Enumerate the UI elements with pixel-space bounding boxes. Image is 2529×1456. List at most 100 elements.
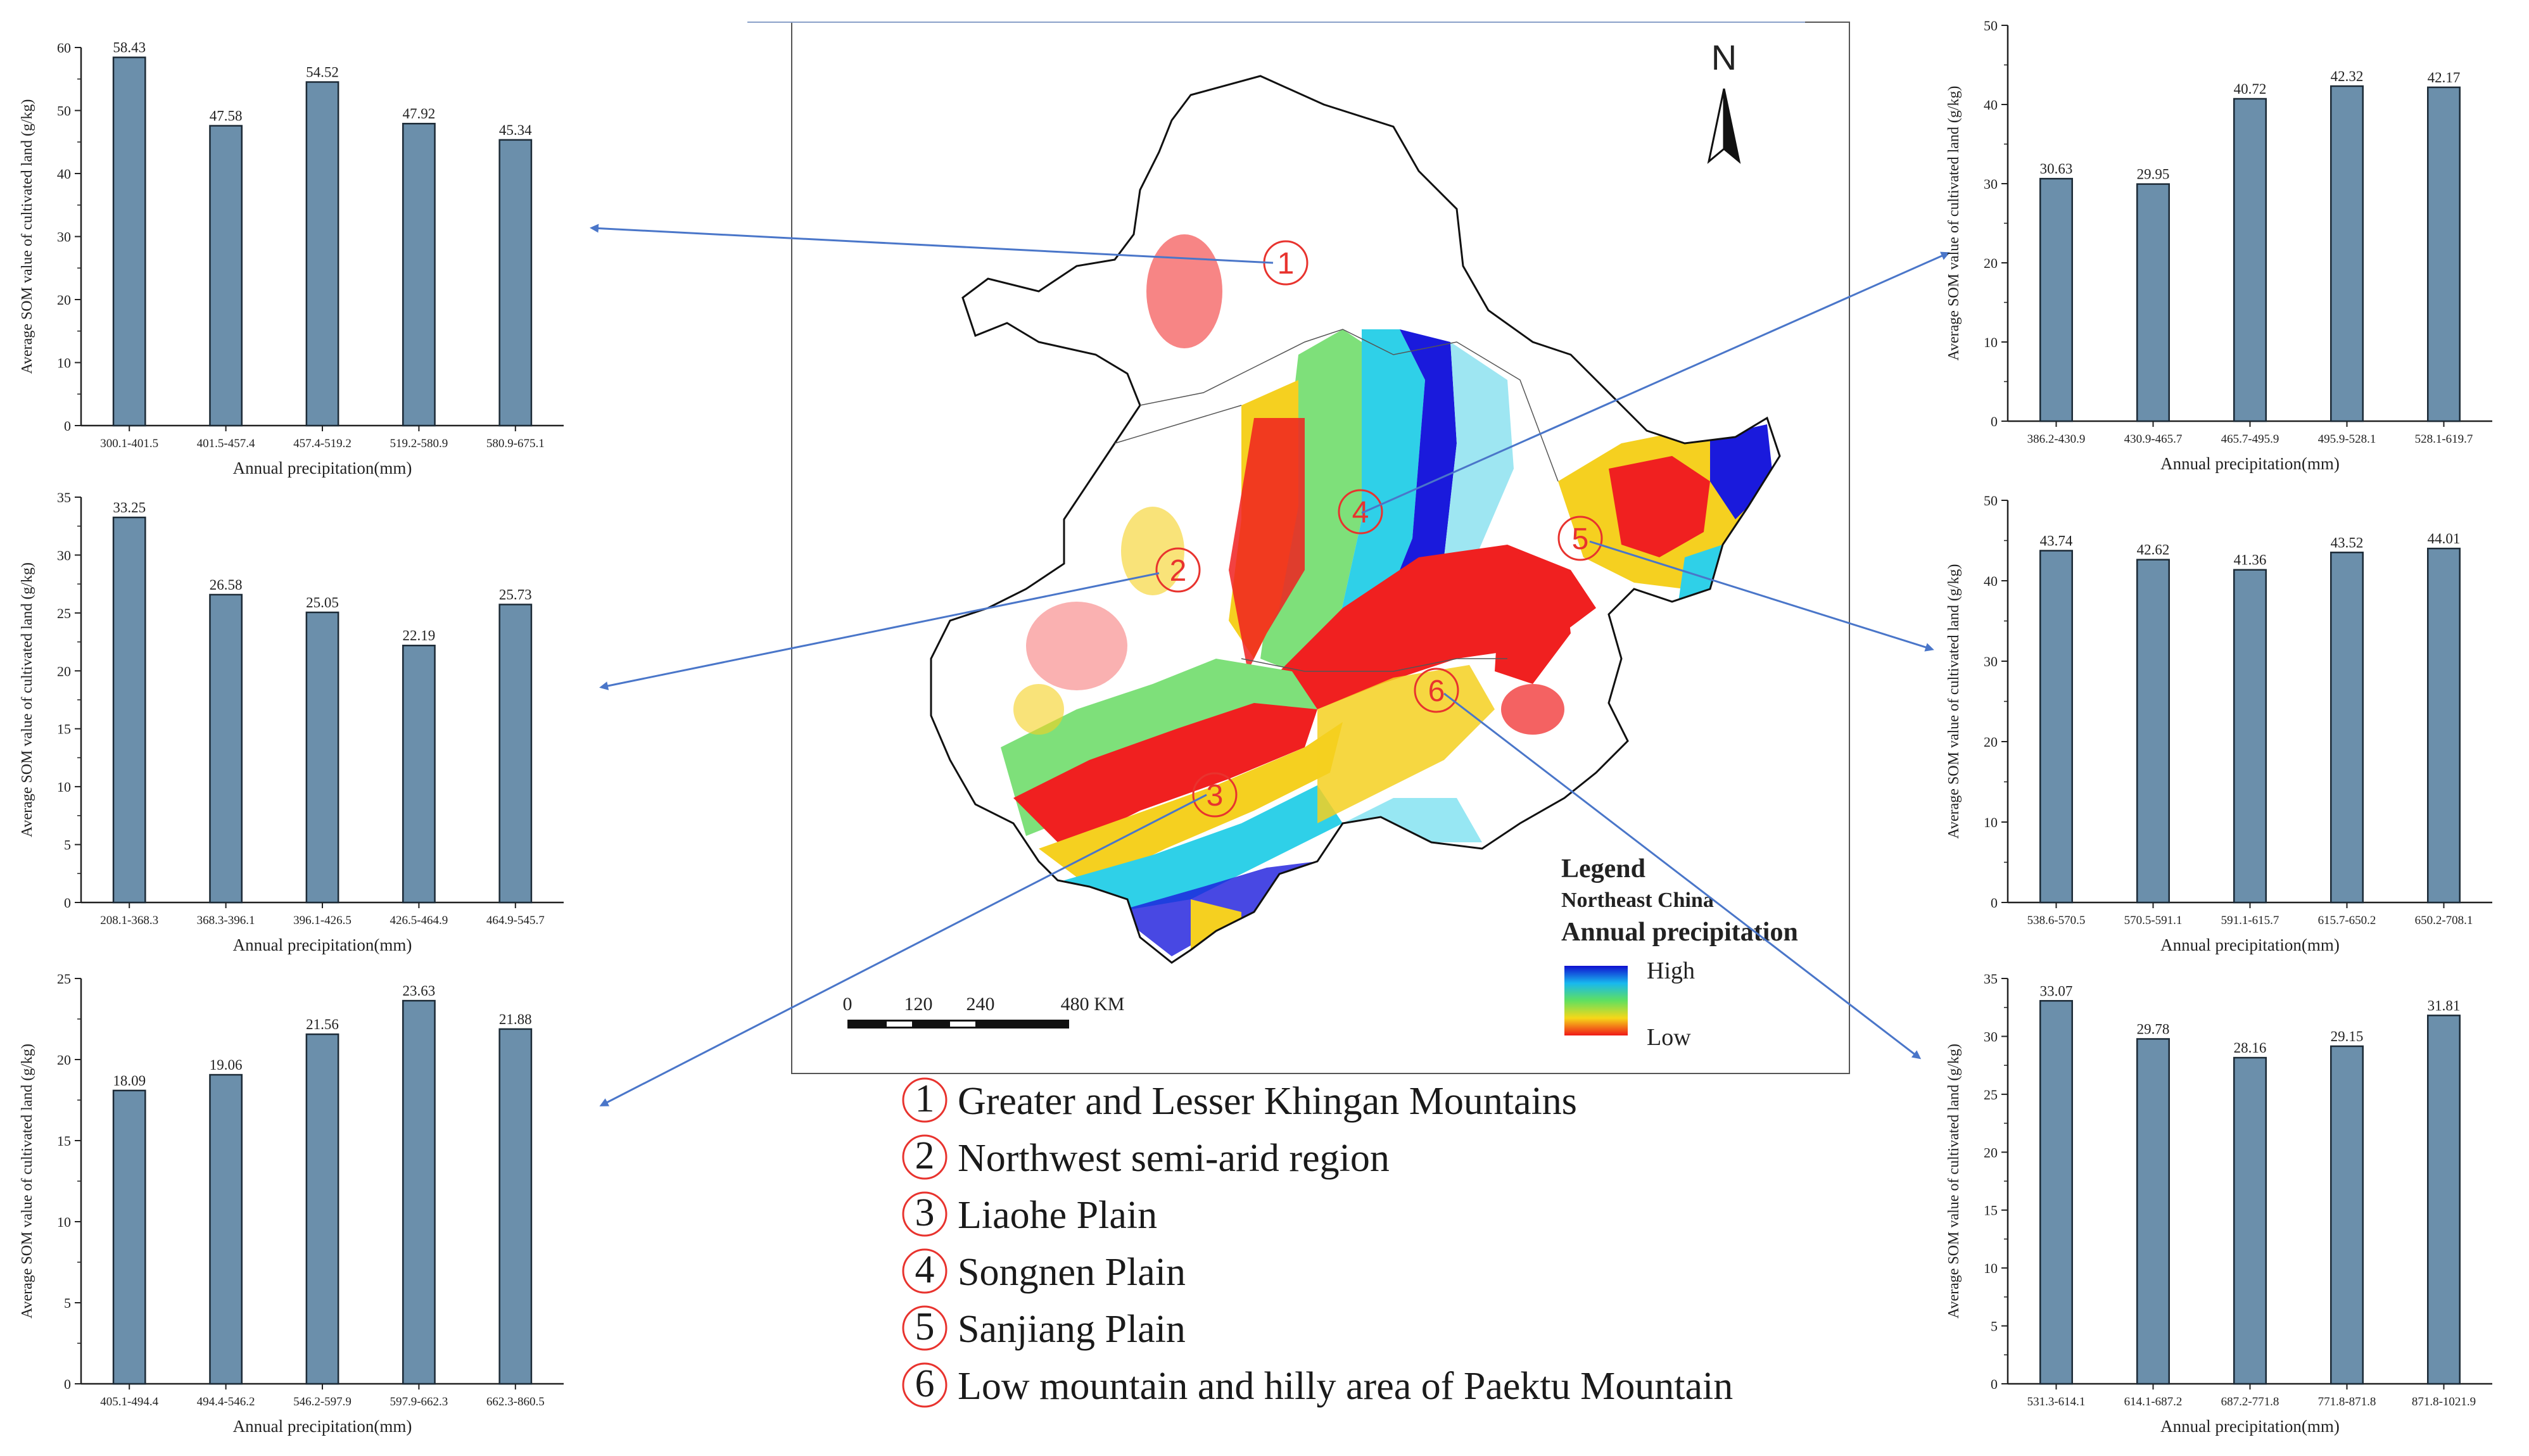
y-tick-label: 50: [1984, 18, 1998, 34]
x-axis-title: Annual precipitation(mm): [233, 459, 412, 478]
x-category-label: 687.2-771.8: [2221, 1395, 2279, 1409]
bar: [209, 593, 243, 904]
x-category-label: 531.3-614.1: [2027, 1395, 2086, 1409]
x-axis-title: Annual precipitation(mm): [233, 935, 412, 954]
y-tick-label: 10: [57, 779, 71, 795]
y-axis-title: Average SOM value of cultivated land (g/…: [1946, 85, 1962, 360]
region-name: Songnen Plain: [958, 1251, 1186, 1294]
map-marker-circle: [1155, 547, 1201, 593]
map-marker-label: 5: [1572, 522, 1589, 556]
bar-chart-region-1: 0 10 20 30 40 50 60 58.43 300.1-401.5 47.58 401.5-…: [19, 40, 564, 478]
y-tick-label: 10: [1984, 1260, 1998, 1276]
scale-tick-0: 0: [843, 994, 853, 1015]
bar-chart-region-6: 0 5 10 15 20 25 30 35 33.07 531.3-614.1 29.78 614.1…: [1946, 971, 2492, 1436]
bar-value-label: 29.15: [2331, 1029, 2364, 1044]
province-boundaries: [1114, 329, 1559, 672]
x-category-label: 405.1-494.4: [100, 1395, 158, 1409]
x-axis-title: Annual precipitation(mm): [2160, 935, 2340, 954]
bar-value-label: 33.25: [113, 500, 146, 516]
y-tick-label: 40: [57, 166, 71, 182]
x-axis-title: Annual precipitation(mm): [2160, 1417, 2340, 1436]
bar-chart-region-4: 0 10 20 30 40 50 30.63 386.2-430.9 29.95 430.9-46…: [1946, 18, 2492, 473]
x-category-label: 662.3-860.5: [486, 1395, 545, 1409]
bar-chart-region-5: 0 10 20 30 40 50 43.74 538.6-570.5 42.62 570.5-59…: [1946, 493, 2492, 954]
bar-value-label: 29.95: [2137, 167, 2170, 182]
bar-value-label: 21.88: [499, 1011, 532, 1027]
y-tick-label: 35: [57, 490, 71, 505]
bar-value-label: 58.43: [113, 40, 146, 56]
arrow-region-1: [590, 224, 1274, 264]
map-marker-3: 3: [1192, 772, 1238, 818]
bar-value-label: 44.01: [2428, 531, 2461, 547]
y-tick-label: 10: [1984, 814, 1998, 830]
bar: [112, 1089, 146, 1385]
y-tick-label: 30: [57, 547, 71, 563]
y-tick-label: 40: [1984, 573, 1998, 589]
bar-value-label: 41.36: [2234, 552, 2267, 568]
x-category-label: 580.9-675.1: [486, 437, 545, 450]
bar: [209, 1073, 243, 1385]
bar-chart-region-3: 0 5 10 15 20 25 18.09 405.1-494.4 19.06 494.4-546…: [19, 971, 564, 1436]
bar: [112, 516, 146, 904]
y-tick-label: 0: [1991, 895, 1998, 911]
map-marker-label: 4: [1352, 496, 1369, 529]
x-category-label: 614.1-687.2: [2124, 1395, 2183, 1409]
y-tick-label: 30: [1984, 654, 1998, 669]
scale-tick-480: 480 KM: [1061, 994, 1125, 1015]
bar: [2427, 1015, 2461, 1385]
region-name: Greater and Lesser Khingan Mountains: [958, 1080, 1577, 1123]
map-legend: Legend Northeast China Annual precipitat…: [1561, 854, 1798, 1051]
x-category-label: 546.2-597.9: [293, 1395, 352, 1409]
bar: [2427, 547, 2461, 904]
x-category-label: 426.5-464.9: [390, 914, 448, 927]
map-marker-label: 1: [1277, 247, 1295, 281]
bar: [2330, 85, 2364, 422]
x-category-label: 430.9-465.7: [2124, 433, 2183, 446]
bar-value-label: 25.73: [499, 587, 532, 603]
region-list-item: 1 Greater and Lesser Khingan Mountains: [902, 1077, 1577, 1123]
bar: [402, 999, 436, 1385]
bar-value-label: 21.56: [306, 1016, 339, 1032]
arrow-region-4: [1361, 251, 1950, 514]
bar: [2136, 1038, 2170, 1385]
map-marker-2: 2: [1155, 547, 1201, 593]
bar: [2233, 569, 2267, 904]
y-tick-label: 50: [1984, 493, 1998, 509]
bar: [2330, 1045, 2364, 1385]
scale-tick-240: 240: [967, 994, 995, 1015]
x-category-label: 871.8-1021.9: [2412, 1395, 2476, 1409]
region-number-circle: [902, 1362, 948, 1408]
bar: [2039, 177, 2073, 422]
legend-high: High: [1647, 958, 1695, 984]
x-category-label: 494.4-546.2: [197, 1395, 255, 1409]
region-list-item: 4 Songnen Plain: [902, 1248, 1186, 1294]
bar: [498, 1028, 533, 1385]
bar-value-label: 33.07: [2040, 983, 2073, 999]
arrow-region-2: [599, 572, 1160, 690]
map-marker-label: 2: [1170, 554, 1187, 588]
bar: [2233, 1056, 2267, 1385]
y-tick-label: 0: [64, 418, 71, 434]
y-axis-title: Average SOM value of cultivated land (g/…: [1946, 1044, 1962, 1319]
region-markers: 1 2 3 4 5 6: [1155, 240, 1603, 818]
scale-bar: 0 120 240 480 KM: [843, 994, 1125, 1029]
region-number-circle: [902, 1134, 948, 1180]
bar-value-label: 31.81: [2428, 997, 2461, 1013]
x-category-label: 300.1-401.5: [100, 437, 158, 450]
map-marker-5: 5: [1557, 516, 1603, 561]
bar: [209, 125, 243, 427]
x-category-label: 591.1-615.7: [2221, 914, 2279, 927]
map-marker-circle: [1557, 516, 1603, 561]
y-tick-label: 10: [1984, 334, 1998, 350]
bar-value-label: 25.05: [306, 595, 339, 611]
bar-value-label: 18.09: [113, 1073, 146, 1089]
bar: [305, 1033, 339, 1385]
region-number-circle: [902, 1191, 948, 1237]
y-axis-title: Average SOM value of cultivated land (g/…: [1946, 564, 1962, 839]
north-label: N: [1711, 37, 1737, 77]
region-number: 1: [915, 1077, 935, 1120]
bar: [2039, 550, 2073, 904]
y-tick-label: 5: [64, 837, 71, 853]
